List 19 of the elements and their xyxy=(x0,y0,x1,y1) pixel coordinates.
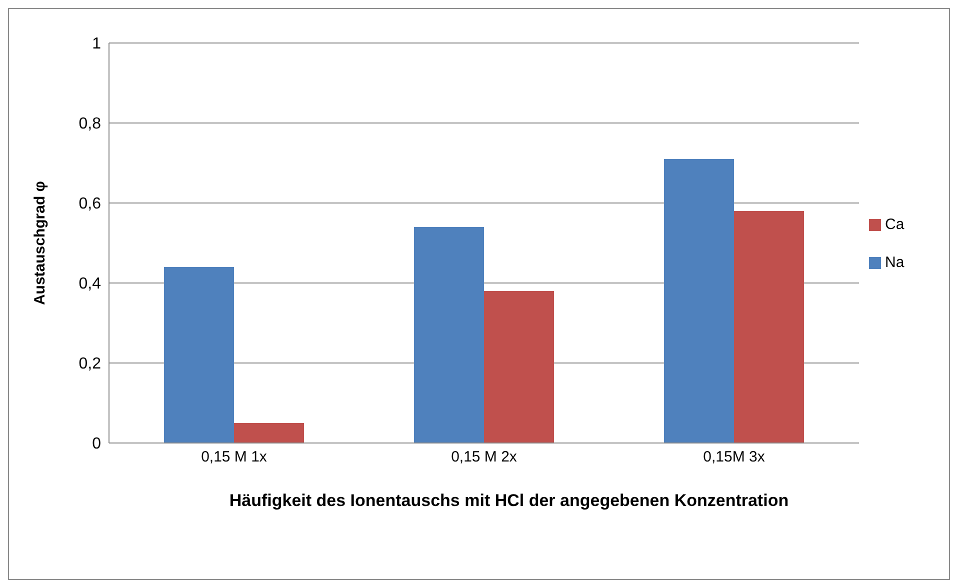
x-tick-label: 0,15M 3x xyxy=(703,448,766,466)
bar xyxy=(234,423,304,443)
legend-label: Na xyxy=(885,254,904,271)
bar xyxy=(734,211,804,443)
bar xyxy=(414,227,484,443)
bar xyxy=(664,159,734,443)
y-tick-label: 0,4 xyxy=(78,276,102,293)
x-tick-label: 0,15 M 2x xyxy=(451,448,518,466)
y-tick-label: 1 xyxy=(92,36,102,53)
bar xyxy=(164,267,234,443)
x-axis-title: Häufigkeit des Ionentauschs mit HCl der angegebenen Konzentration xyxy=(228,490,790,512)
y-tick-label: 0,2 xyxy=(78,356,102,373)
x-tick-label: 0,15 M 1x xyxy=(201,448,268,466)
bar xyxy=(484,291,554,443)
y-tick-label: 0,6 xyxy=(78,196,102,213)
legend-label: Ca xyxy=(885,216,904,233)
y-tick-label: 0,8 xyxy=(78,116,102,133)
y-tick-label: 0 xyxy=(92,436,102,453)
y-axis-title: Austauschgrad φ xyxy=(31,180,48,306)
